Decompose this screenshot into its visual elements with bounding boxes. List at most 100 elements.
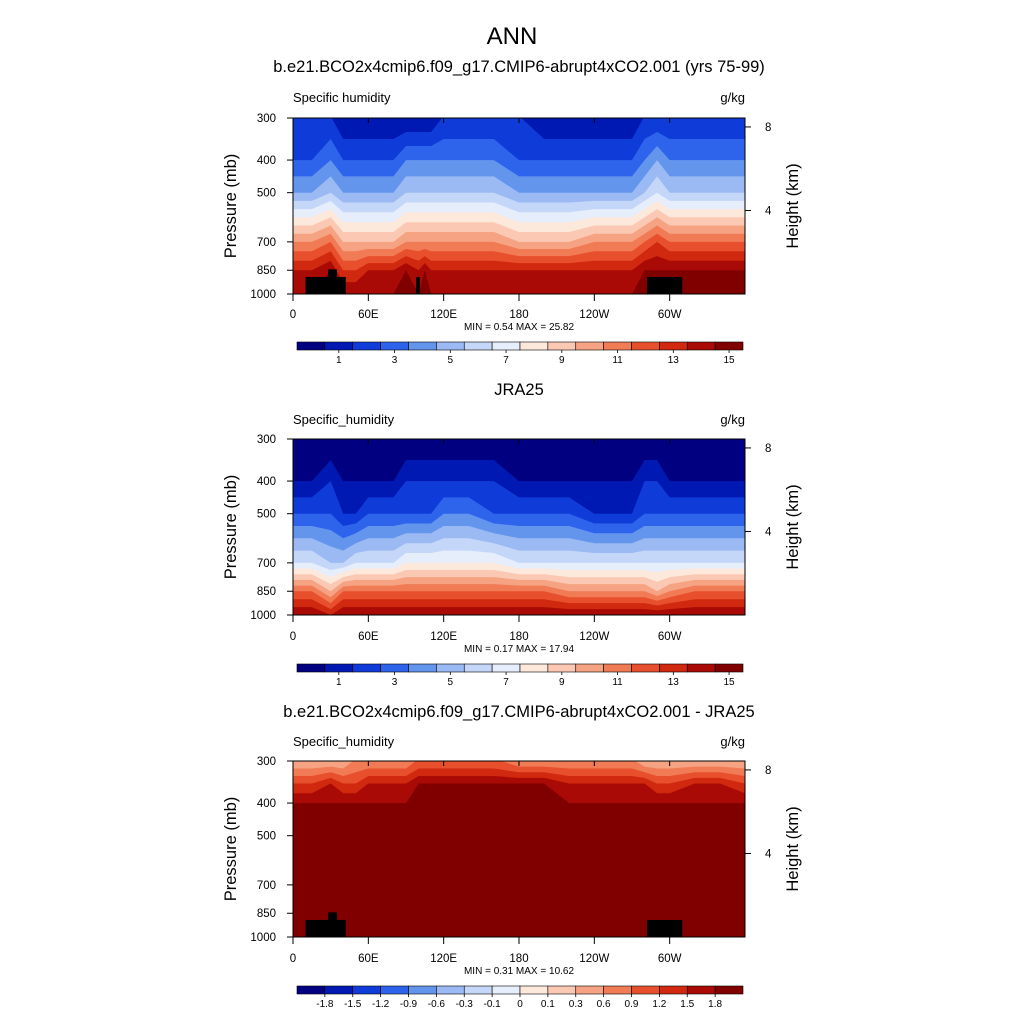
x-tick-label: 0 <box>290 953 296 965</box>
topography-mask <box>647 276 683 294</box>
colorbar-label: 0 <box>517 999 523 1010</box>
colorbar-cell <box>575 341 604 351</box>
x-tick-label: 180 <box>509 309 528 321</box>
y-tick-label: 500 <box>257 509 276 521</box>
colorbar-label: -0.6 <box>428 999 446 1010</box>
colorbar-cell <box>631 341 660 351</box>
colorbar-cell <box>296 985 326 995</box>
min-max-stats: MIN = 0.54 MAX = 25.82 <box>464 322 574 333</box>
colorbar-cell <box>575 985 604 995</box>
x-tick-label: 60E <box>358 953 379 965</box>
colorbar-label: -0.1 <box>484 999 502 1010</box>
colorbar-cell <box>408 985 437 995</box>
y2-tick-label: 4 <box>765 848 772 860</box>
x-tick-label: 60W <box>658 953 682 965</box>
y-tick-label: 1000 <box>250 289 276 301</box>
topography-mask <box>305 919 346 937</box>
x-tick-label: 120E <box>430 953 457 965</box>
min-max-stats: MIN = 0.31 MAX = 10.62 <box>464 966 574 977</box>
y-axis-label: Pressure (mb) <box>222 797 240 902</box>
contour-field <box>293 118 745 294</box>
colorbar-cell <box>631 663 660 673</box>
contour-band <box>293 783 745 937</box>
colorbar-cell <box>352 985 381 995</box>
colorbar-label: 9 <box>559 355 565 366</box>
contour-field <box>293 439 745 615</box>
colorbar-label: 0.9 <box>625 999 639 1010</box>
panel-title: b.e21.BCO2x4cmip6.f09_g17.CMIP6-abrupt4x… <box>283 703 754 721</box>
colorbar-label: -1.2 <box>372 999 390 1010</box>
colorbar-cell <box>659 663 688 673</box>
y2-tick-label: 4 <box>765 526 772 538</box>
units-label: g/kg <box>720 90 745 105</box>
topography-mask <box>305 276 346 294</box>
colorbar-label: 13 <box>668 355 680 366</box>
colorbar-cell <box>324 663 354 673</box>
colorbar-cell <box>436 985 465 995</box>
colorbar-cell <box>631 985 660 995</box>
colorbar-cell <box>380 663 409 673</box>
colorbar-cell <box>603 663 632 673</box>
colorbar-cell <box>436 341 465 351</box>
y-tick-label: 400 <box>257 798 276 810</box>
colorbar-label: -1.8 <box>316 999 334 1010</box>
contour-band <box>293 270 745 294</box>
colorbar-label: 0.6 <box>597 999 611 1010</box>
units-label: g/kg <box>720 412 745 427</box>
x-tick-label: 60W <box>658 309 682 321</box>
colorbar-label: 11 <box>612 355 623 366</box>
colorbar-label: 1 <box>336 355 342 366</box>
units-label: g/kg <box>720 734 745 749</box>
topography-mask <box>416 276 420 294</box>
y-tick-label: 300 <box>257 113 276 125</box>
colorbar-label: -0.9 <box>400 999 418 1010</box>
colorbar-label: -1.5 <box>344 999 362 1010</box>
colorbar-label: 15 <box>724 355 736 366</box>
x-tick-label: 60E <box>358 309 379 321</box>
x-tick-label: 120W <box>579 631 609 643</box>
colorbar-label: 5 <box>448 677 454 688</box>
x-tick-label: 60W <box>658 631 682 643</box>
y-tick-label: 700 <box>257 237 276 249</box>
colorbar-label: 7 <box>503 677 509 688</box>
colorbar-cell <box>491 663 521 673</box>
y-axis-label: Pressure (mb) <box>222 475 240 580</box>
colorbar-cell <box>603 341 632 351</box>
y-tick-label: 850 <box>257 586 276 598</box>
colorbar-label: 0.3 <box>569 999 583 1010</box>
colorbar-cell <box>547 341 577 351</box>
colorbar-cell <box>436 663 465 673</box>
colorbar-cell <box>491 341 521 351</box>
colorbar-cell <box>296 341 326 351</box>
colorbar-cell <box>408 341 437 351</box>
colorbar-cell <box>380 341 409 351</box>
y-tick-label: 300 <box>257 434 276 446</box>
y2-tick-label: 8 <box>765 765 771 777</box>
colorbar-cell <box>714 663 744 673</box>
y2-axis-label: Height (km) <box>784 163 802 248</box>
contour-band <box>293 607 745 615</box>
y2-tick-label: 8 <box>765 443 771 455</box>
x-tick-label: 120E <box>430 309 457 321</box>
y-tick-label: 500 <box>257 188 276 200</box>
panel-title: JRA25 <box>494 381 544 399</box>
y-tick-label: 1000 <box>250 610 276 622</box>
x-tick-label: 0 <box>290 631 296 643</box>
y-tick-label: 850 <box>257 908 276 920</box>
colorbar-cell <box>686 663 716 673</box>
x-tick-label: 180 <box>509 953 528 965</box>
y-tick-label: 850 <box>257 265 276 277</box>
colorbar-cell <box>659 985 688 995</box>
x-tick-label: 0 <box>290 309 296 321</box>
colorbar-label: 3 <box>392 355 398 366</box>
colorbar-cell <box>659 341 688 351</box>
panel-1: b.e21.BCO2x4cmip6.f09_g17.CMIP6-abrupt4x… <box>222 58 802 366</box>
colorbar-cell <box>547 663 577 673</box>
x-tick-label: 120E <box>430 631 457 643</box>
colorbar-cell <box>463 663 493 673</box>
colorbar-label: 13 <box>668 677 680 688</box>
x-tick-label: 60E <box>358 631 379 643</box>
y-tick-label: 500 <box>257 831 276 843</box>
colorbar-label: 1.2 <box>652 999 666 1010</box>
